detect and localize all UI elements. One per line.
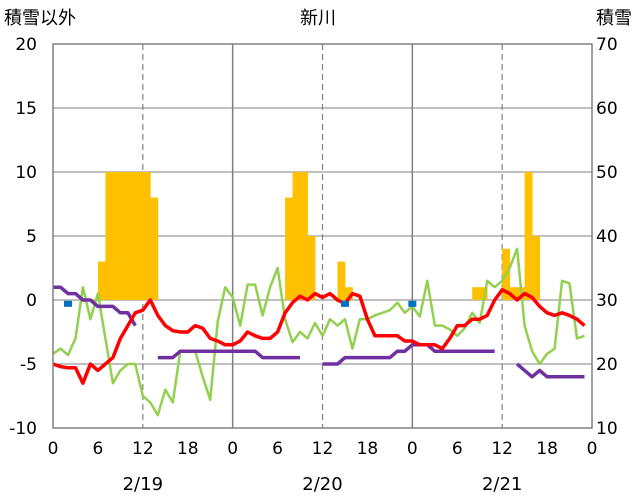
precip-bar [472,287,481,300]
precip-bars [97,172,540,300]
precip-bar [127,172,136,300]
left-tick-label: 20 [15,35,37,55]
plot-border [52,43,593,429]
left-axis-title: 積雪以外 [4,8,76,29]
x-tick-label: 6 [452,439,463,459]
x-tick-label: 0 [227,439,238,459]
left-tick-label: 0 [26,291,37,311]
green-line [52,247,585,417]
precip-bar [479,287,488,300]
right-tick-label: 60 [596,99,618,119]
precip-bar [142,172,151,300]
x-tick-label: 18 [536,439,558,459]
precip-bar [135,172,144,300]
date-label: 2/19 [123,474,163,495]
left-tick-label: 10 [15,163,37,183]
blue-marker [340,300,349,307]
x-tick-label: 18 [357,439,379,459]
x-tick-label: 0 [48,439,59,459]
x-tick-label: 18 [177,439,199,459]
precip-bar [344,287,353,300]
precip-bar [337,261,346,300]
blue-marker [408,300,417,307]
date-labels: 2/19 2/20 2/21 [123,474,523,495]
purple-line-segment [322,343,495,366]
right-axis-ticks: 70 60 50 40 30 20 10 [596,35,618,439]
precip-bar [112,172,121,300]
left-tick-label: 15 [15,99,37,119]
x-tick-label: 0 [587,439,598,459]
right-tick-label: 40 [596,227,618,247]
x-tick-label: 6 [272,439,283,459]
purple-line-segment [515,362,585,379]
precip-bar [285,197,293,300]
precip-bar [97,261,106,300]
precip-bar [532,236,540,300]
blue-markers [63,300,417,307]
series-lines [52,247,586,417]
left-tick-label: -5 [20,355,37,375]
date-label: 2/21 [482,474,522,495]
purple-line-segment [53,285,137,327]
x-tick-label: 6 [93,439,104,459]
x-tick-label: 12 [312,439,334,459]
plot-frame [52,43,593,429]
left-tick-label: -10 [9,419,37,439]
purple-line-segment [157,349,300,360]
precip-bar [105,172,114,300]
right-tick-label: 70 [596,35,618,55]
right-tick-label: 30 [596,291,618,311]
x-axis-ticks: 0 6 12 18 0 6 12 18 0 6 12 18 0 [48,439,598,459]
x-tick-label: 0 [407,439,418,459]
right-tick-label: 50 [596,163,618,183]
left-tick-label: 5 [26,227,37,247]
right-tick-label: 10 [596,419,618,439]
date-label: 2/20 [302,474,342,495]
temperature-line [52,288,586,385]
chart-title: 新川 [300,8,336,29]
precip-bar [524,172,533,300]
left-axis-ticks: 20 15 10 5 0 -5 -10 [9,35,37,439]
right-axis-title: 積雪 [596,8,632,29]
precip-bar [292,172,301,300]
precip-bar [307,236,316,300]
x-tick-label: 12 [491,439,513,459]
precip-bar [150,197,159,300]
right-tick-label: 20 [596,355,618,375]
precip-bar [300,172,308,300]
precip-bar [120,172,129,300]
blue-marker [63,300,72,307]
x-tick-label: 12 [132,439,154,459]
precip-bar [509,287,518,300]
